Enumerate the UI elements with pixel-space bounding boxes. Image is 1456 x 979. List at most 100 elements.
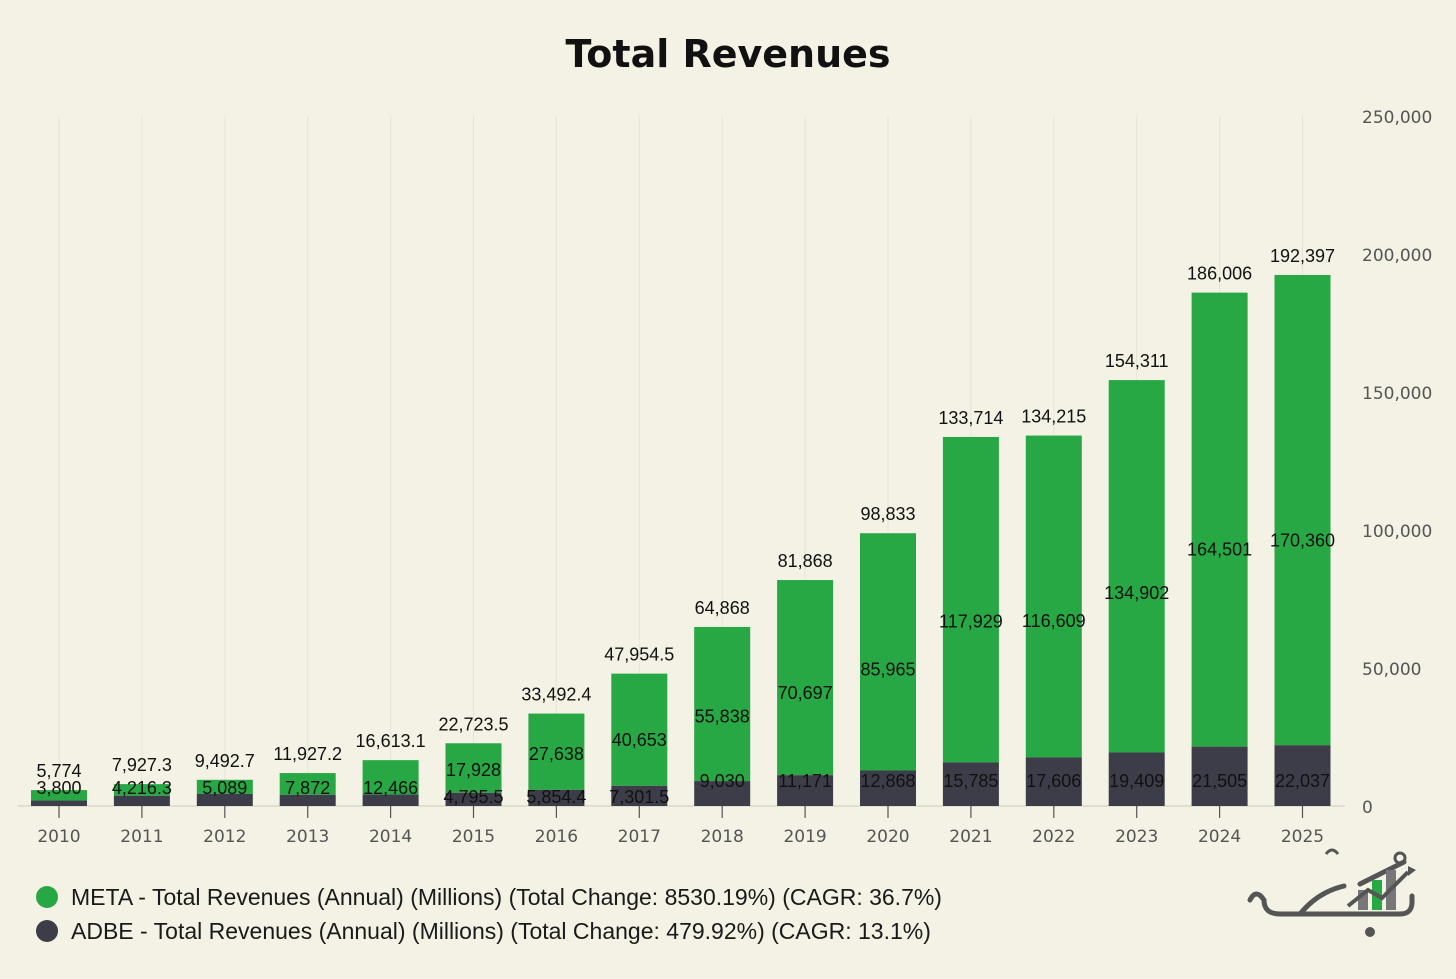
legend-item-meta[interactable]: META - Total Revenues (Annual) (Millions… xyxy=(36,880,942,914)
bar-meta xyxy=(1025,435,1082,758)
x-tick-label: 2022 xyxy=(1032,827,1075,847)
total-label: 11,927.2 xyxy=(273,744,342,764)
x-tick-label: 2020 xyxy=(866,827,909,847)
meta-value-label: 4,216.3 xyxy=(112,778,172,798)
bar-adbe xyxy=(445,792,502,806)
total-label: 98,833 xyxy=(860,504,915,524)
x-tick-label: 2014 xyxy=(369,827,412,847)
bar-meta xyxy=(1108,380,1165,753)
y-tick-label: 250,000 xyxy=(1362,108,1432,128)
meta-value-label: 70,697 xyxy=(778,683,833,703)
y-tick-label: 100,000 xyxy=(1362,522,1432,542)
adbe-value-label: 21,505 xyxy=(1192,771,1247,791)
total-label: 33,492.4 xyxy=(521,685,591,705)
bar-meta xyxy=(1191,292,1248,747)
x-tick-label: 2011 xyxy=(120,827,163,847)
x-tick-label: 2025 xyxy=(1281,827,1324,847)
total-label: 7,927.3 xyxy=(112,755,172,775)
x-tick-label: 2015 xyxy=(452,827,495,847)
y-tick-label: 150,000 xyxy=(1362,384,1432,404)
adbe-value-label: 4,795.5 xyxy=(443,787,503,807)
bar-adbe xyxy=(1191,746,1248,806)
total-label: 16,613.1 xyxy=(356,731,426,751)
bar-meta xyxy=(694,626,751,782)
total-label: 186,006 xyxy=(1187,264,1252,284)
bar-adbe xyxy=(611,785,668,806)
adbe-value-label: 22,037 xyxy=(1275,771,1330,791)
total-label: 5,774 xyxy=(36,761,81,781)
bar-meta xyxy=(528,713,585,790)
y-tick-label: 0 xyxy=(1362,798,1373,818)
bar-adbe xyxy=(1025,757,1082,806)
x-tick-label: 2017 xyxy=(618,827,661,847)
meta-value-label: 5,089 xyxy=(202,778,247,798)
total-label: 192,397 xyxy=(1270,246,1335,266)
adbe-value-label: 17,606 xyxy=(1026,771,1081,791)
meta-value-label: 117,929 xyxy=(939,611,1003,631)
bar-adbe xyxy=(694,781,751,806)
x-tick-label: 2024 xyxy=(1198,827,1241,847)
adbe-value-label: 12,868 xyxy=(860,771,915,791)
bar-meta xyxy=(113,784,170,796)
adbe-value-label: 5,854.4 xyxy=(526,787,586,807)
bar-adbe xyxy=(1108,752,1165,806)
legend-item-adbe[interactable]: ADBE - Total Revenues (Annual) (Millions… xyxy=(36,914,942,948)
meta-value-label: 3,800 xyxy=(36,778,81,798)
legend-label-meta: META - Total Revenues (Annual) (Millions… xyxy=(71,883,942,910)
y-tick-label: 50,000 xyxy=(1362,660,1421,680)
bar-adbe xyxy=(113,795,170,806)
meta-value-label: 134,902 xyxy=(1104,583,1169,603)
bar-adbe xyxy=(279,794,336,806)
bar-meta xyxy=(196,779,253,794)
total-label: 154,311 xyxy=(1105,351,1169,371)
bar-adbe xyxy=(528,789,585,806)
x-tick-label: 2010 xyxy=(37,827,80,847)
brand-logo xyxy=(1247,848,1416,937)
total-label: 9,492.7 xyxy=(195,751,255,771)
bar-adbe xyxy=(362,794,419,806)
total-label: 134,215 xyxy=(1021,407,1086,427)
bar-meta xyxy=(777,580,834,776)
total-label: 47,954.5 xyxy=(604,645,674,665)
x-tick-label: 2019 xyxy=(783,827,826,847)
chart-legend: META - Total Revenues (Annual) (Millions… xyxy=(36,880,942,948)
meta-value-label: 85,965 xyxy=(860,660,915,680)
adbe-value-label: 9,030 xyxy=(700,771,745,791)
legend-swatch-meta xyxy=(36,886,58,908)
adbe-value-label: 11,171 xyxy=(778,771,832,791)
legend-swatch-adbe xyxy=(36,920,58,942)
adbe-value-label: 7,301.5 xyxy=(609,787,669,807)
meta-value-label: 116,609 xyxy=(1022,611,1086,631)
bar-meta xyxy=(611,673,668,786)
meta-value-label: 40,653 xyxy=(612,730,667,750)
meta-value-label: 164,501 xyxy=(1187,539,1252,559)
meta-value-label: 27,638 xyxy=(529,744,584,764)
x-tick-label: 2018 xyxy=(701,827,744,847)
bar-meta xyxy=(860,533,916,771)
x-tick-label: 2021 xyxy=(949,827,992,847)
bar-meta xyxy=(445,743,502,793)
adbe-value-label: 19,409 xyxy=(1109,771,1164,791)
meta-value-label: 170,360 xyxy=(1270,530,1335,550)
bar-adbe xyxy=(31,800,87,806)
bar-meta xyxy=(279,773,336,795)
total-label: 22,723.5 xyxy=(438,714,508,734)
meta-value-label: 55,838 xyxy=(695,706,750,726)
bar-meta xyxy=(362,760,419,795)
total-label: 133,714 xyxy=(938,408,1003,428)
meta-value-label: 7,872 xyxy=(285,778,330,798)
x-tick-label: 2016 xyxy=(535,827,578,847)
bar-adbe xyxy=(196,793,253,806)
x-tick-label: 2023 xyxy=(1115,827,1158,847)
chart-title: Total Revenues xyxy=(565,32,891,76)
bar-adbe xyxy=(860,770,916,806)
legend-label-adbe: ADBE - Total Revenues (Annual) (Millions… xyxy=(71,917,931,944)
bar-meta xyxy=(942,436,999,763)
x-tick-label: 2012 xyxy=(203,827,246,847)
meta-value-label: 17,928 xyxy=(446,760,501,780)
bar-meta xyxy=(31,790,87,801)
x-tick-label: 2013 xyxy=(286,827,329,847)
total-label: 64,868 xyxy=(695,598,750,618)
total-label: 81,868 xyxy=(778,551,833,571)
